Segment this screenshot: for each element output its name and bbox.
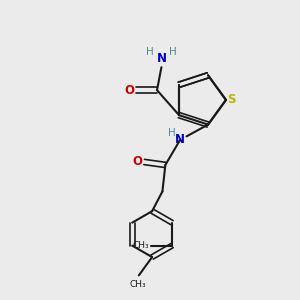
Text: O: O [133,155,143,169]
Text: CH₃: CH₃ [132,241,149,250]
Text: H: H [169,47,176,57]
Text: O: O [124,84,134,97]
Text: H: H [168,128,176,138]
Text: N: N [156,52,167,65]
Text: S: S [227,93,236,106]
Text: N: N [175,134,185,146]
Text: CH₃: CH₃ [129,280,146,289]
Text: H: H [146,47,154,57]
